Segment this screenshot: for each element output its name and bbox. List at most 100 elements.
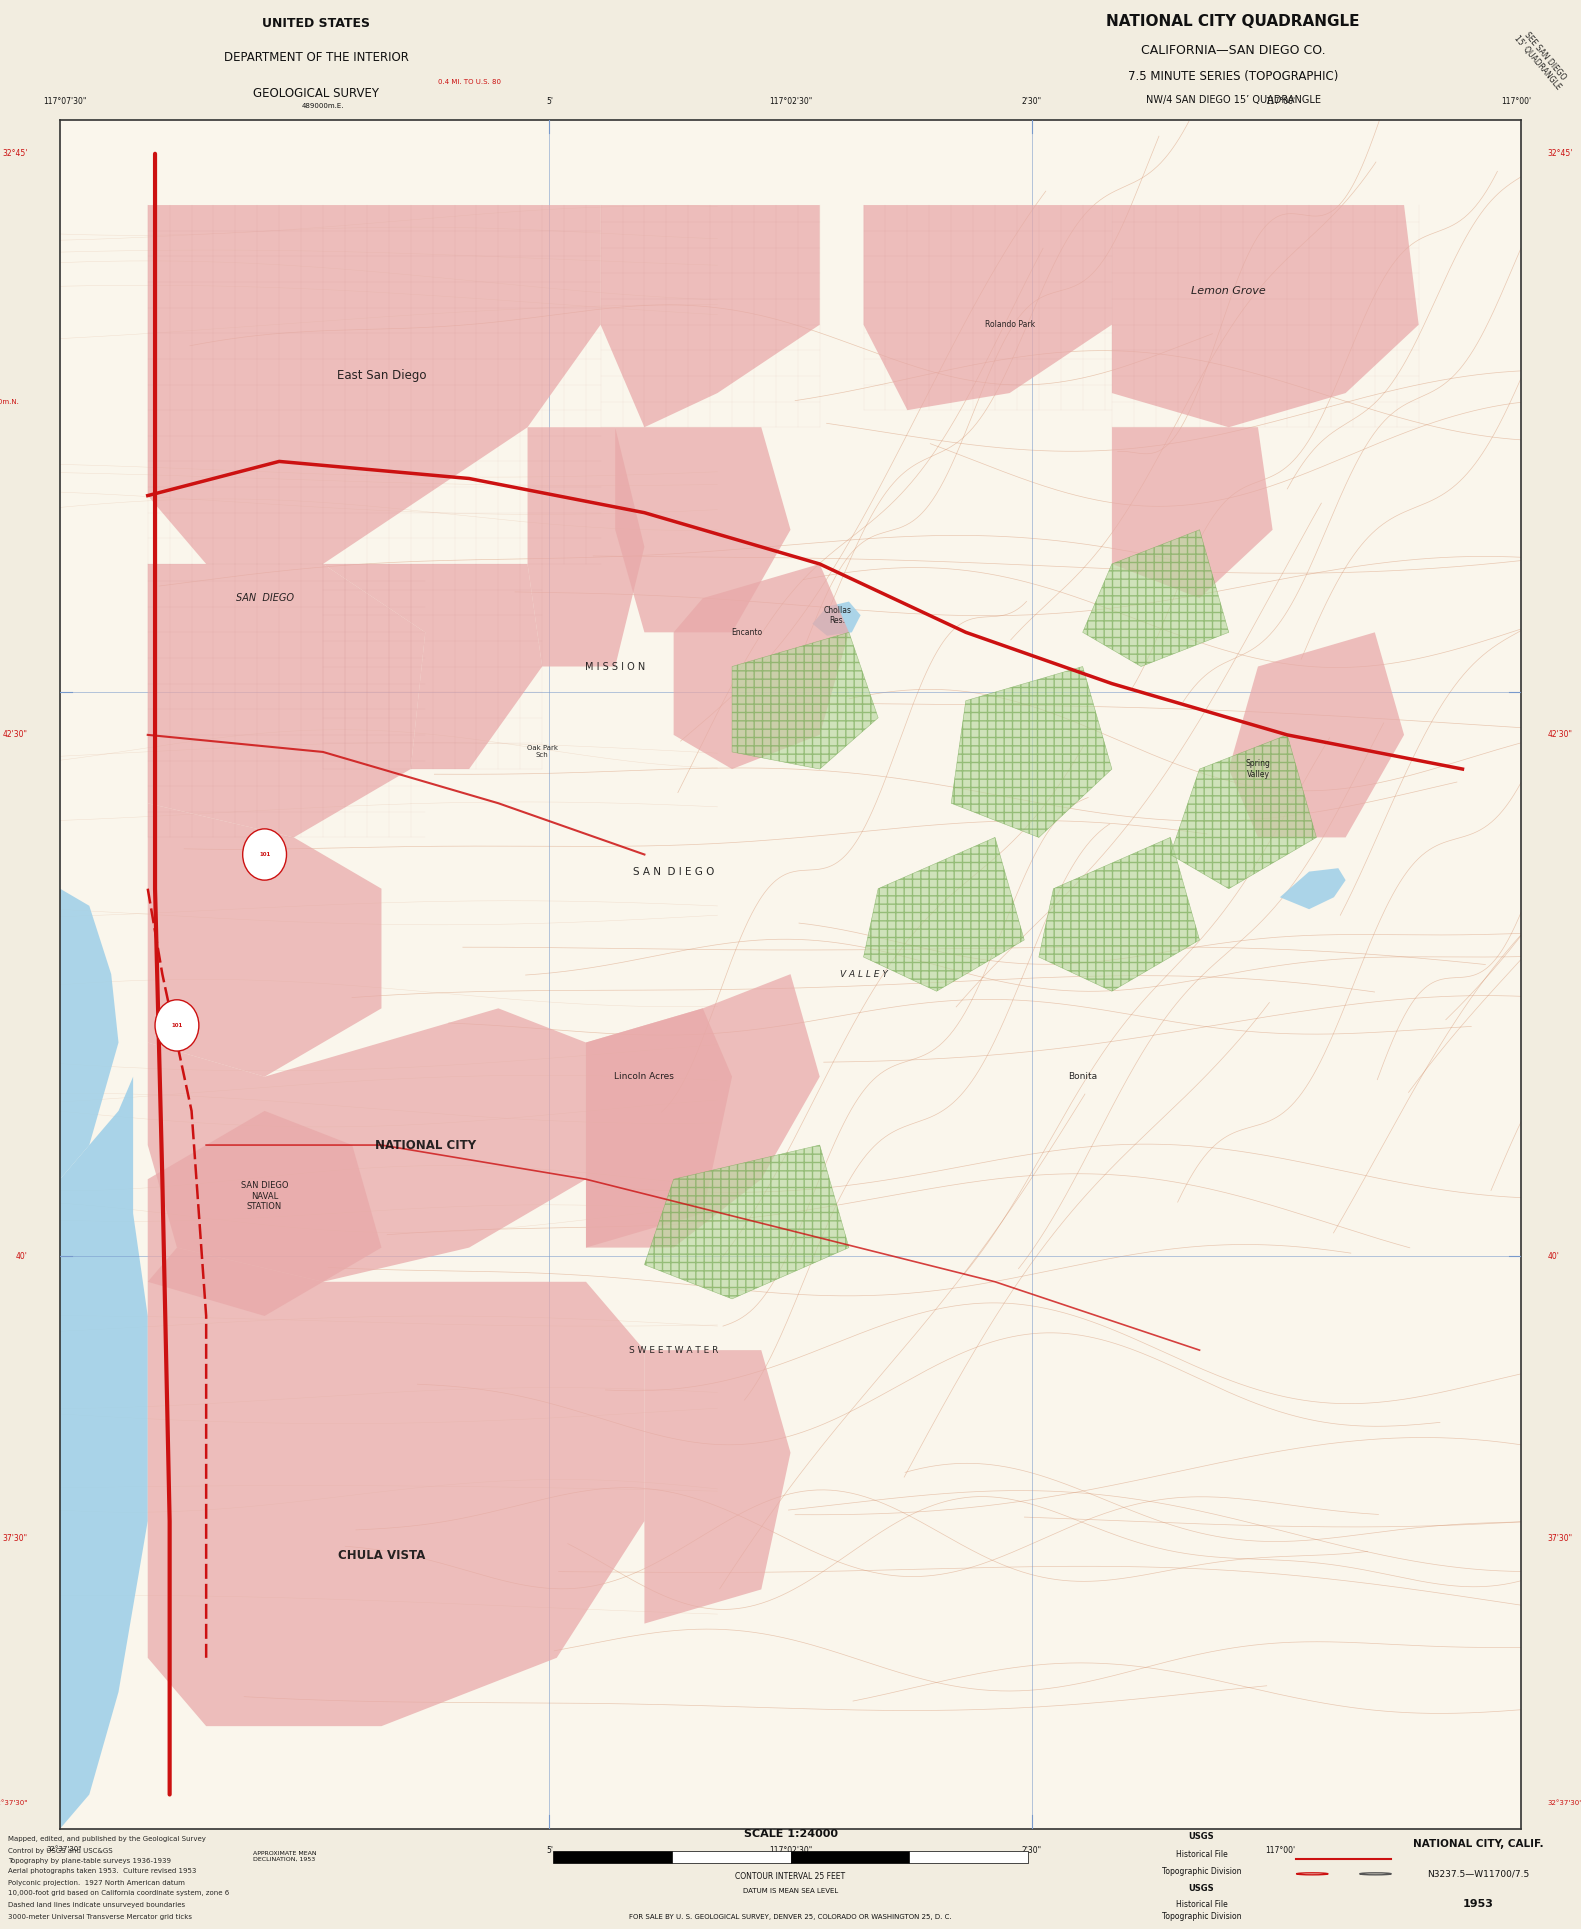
Text: V A L L E Y: V A L L E Y bbox=[840, 970, 887, 978]
Text: NW/4 SAN DIEGO 15’ QUADRANGLE: NW/4 SAN DIEGO 15’ QUADRANGLE bbox=[1146, 95, 1320, 106]
Text: 2'30": 2'30" bbox=[1021, 96, 1042, 106]
Text: Mapped, edited, and published by the Geological Survey: Mapped, edited, and published by the Geo… bbox=[8, 1836, 206, 1842]
Text: NATIONAL CITY, CALIF.: NATIONAL CITY, CALIF. bbox=[1413, 1838, 1543, 1848]
Text: 3623000m.N.: 3623000m.N. bbox=[0, 399, 19, 405]
Text: 2'30": 2'30" bbox=[1021, 1846, 1042, 1856]
Text: Historical File: Historical File bbox=[1176, 1850, 1227, 1860]
Polygon shape bbox=[147, 1009, 587, 1281]
Text: 117°07'30": 117°07'30" bbox=[43, 96, 85, 106]
Text: Bonita: Bonita bbox=[1069, 1073, 1097, 1080]
Polygon shape bbox=[645, 1146, 849, 1298]
Polygon shape bbox=[674, 563, 849, 770]
Circle shape bbox=[155, 999, 199, 1051]
Text: East San Diego: East San Diego bbox=[337, 370, 427, 382]
Polygon shape bbox=[863, 837, 1024, 992]
Text: 42'30": 42'30" bbox=[1548, 731, 1572, 739]
Text: Control by USGS and USC&GS: Control by USGS and USC&GS bbox=[8, 1848, 112, 1854]
Text: 40': 40' bbox=[16, 1252, 28, 1262]
Text: 32°37'30": 32°37'30" bbox=[47, 1846, 82, 1852]
Text: NATIONAL CITY QUADRANGLE: NATIONAL CITY QUADRANGLE bbox=[1107, 14, 1360, 29]
Text: 7.5 MINUTE SERIES (TOPOGRAPHIC): 7.5 MINUTE SERIES (TOPOGRAPHIC) bbox=[1127, 69, 1339, 83]
Text: 5': 5' bbox=[545, 1846, 553, 1856]
Polygon shape bbox=[863, 204, 1111, 411]
Text: S A N  D I E G O: S A N D I E G O bbox=[632, 866, 715, 876]
Text: FOR SALE BY U. S. GEOLOGICAL SURVEY, DENVER 25, COLORADO OR WASHINGTON 25, D. C.: FOR SALE BY U. S. GEOLOGICAL SURVEY, DEN… bbox=[629, 1914, 952, 1919]
Text: Topographic Division: Topographic Division bbox=[1162, 1867, 1241, 1875]
Text: USGS: USGS bbox=[1189, 1885, 1214, 1892]
Text: 40': 40' bbox=[1548, 1252, 1559, 1262]
Text: APPROXIMATE MEAN
DECLINATION, 1953: APPROXIMATE MEAN DECLINATION, 1953 bbox=[253, 1852, 316, 1861]
Text: Historical File: Historical File bbox=[1176, 1900, 1227, 1910]
Polygon shape bbox=[1039, 837, 1200, 992]
Text: Encanto: Encanto bbox=[730, 627, 762, 637]
Polygon shape bbox=[147, 1111, 381, 1316]
Text: 117°00': 117°00' bbox=[1502, 96, 1532, 106]
Polygon shape bbox=[645, 1350, 790, 1624]
Text: 32°37'30": 32°37'30" bbox=[1548, 1800, 1581, 1806]
Text: 489000m.E.: 489000m.E. bbox=[302, 104, 345, 110]
Text: 117°00': 117°00' bbox=[1265, 96, 1295, 106]
Text: SEE SAN DIEGO
15' QUADRANGLE: SEE SAN DIEGO 15' QUADRANGLE bbox=[1513, 27, 1570, 93]
Polygon shape bbox=[813, 602, 860, 637]
Polygon shape bbox=[1111, 426, 1273, 598]
Text: 117°00': 117°00' bbox=[1265, 1846, 1295, 1856]
Text: Polyconic projection.  1927 North American datum: Polyconic projection. 1927 North America… bbox=[8, 1881, 185, 1887]
Polygon shape bbox=[147, 204, 601, 563]
Polygon shape bbox=[952, 667, 1111, 837]
Text: 37'30": 37'30" bbox=[3, 1534, 28, 1543]
Text: 0.4 MI. TO U.S. 80: 0.4 MI. TO U.S. 80 bbox=[438, 79, 501, 85]
Polygon shape bbox=[147, 1248, 645, 1726]
Polygon shape bbox=[1083, 530, 1228, 667]
Text: Rolando Park: Rolando Park bbox=[985, 320, 1034, 330]
Polygon shape bbox=[615, 426, 790, 633]
Text: Aerial photographs taken 1953.  Culture revised 1953: Aerial photographs taken 1953. Culture r… bbox=[8, 1867, 196, 1873]
Text: 101: 101 bbox=[259, 853, 270, 856]
Text: UNITED STATES: UNITED STATES bbox=[262, 17, 370, 31]
Text: Oak Park
Sch: Oak Park Sch bbox=[526, 745, 558, 758]
Text: 32°45': 32°45' bbox=[3, 149, 28, 158]
Text: DEPARTMENT OF THE INTERIOR: DEPARTMENT OF THE INTERIOR bbox=[225, 50, 408, 64]
Text: CALIFORNIA—SAN DIEGO CO.: CALIFORNIA—SAN DIEGO CO. bbox=[1141, 44, 1325, 56]
Text: GEOLOGICAL SURVEY: GEOLOGICAL SURVEY bbox=[253, 87, 379, 100]
Text: 117°02'30": 117°02'30" bbox=[768, 96, 813, 106]
Polygon shape bbox=[587, 974, 819, 1248]
Text: 10,000-foot grid based on California coordinate system, zone 6: 10,000-foot grid based on California coo… bbox=[8, 1890, 229, 1896]
Polygon shape bbox=[147, 802, 381, 1076]
Text: 32°37'30": 32°37'30" bbox=[0, 1800, 28, 1806]
Text: Spring
Valley: Spring Valley bbox=[1246, 760, 1271, 779]
Polygon shape bbox=[60, 889, 119, 1179]
Bar bbox=[790, 1850, 909, 1863]
Bar bbox=[672, 1850, 790, 1863]
Text: CHULA VISTA: CHULA VISTA bbox=[338, 1549, 425, 1562]
Text: 1953: 1953 bbox=[1462, 1898, 1494, 1910]
Polygon shape bbox=[528, 426, 645, 667]
Text: Lemon Grove: Lemon Grove bbox=[1192, 285, 1266, 295]
Polygon shape bbox=[732, 633, 877, 770]
Polygon shape bbox=[587, 1009, 732, 1248]
Text: USGS: USGS bbox=[1189, 1833, 1214, 1840]
Text: DATUM IS MEAN SEA LEVEL: DATUM IS MEAN SEA LEVEL bbox=[743, 1888, 838, 1894]
Text: S W E E T W A T E R: S W E E T W A T E R bbox=[629, 1346, 718, 1354]
Text: 117°02'30": 117°02'30" bbox=[768, 1846, 813, 1856]
Text: NATIONAL CITY: NATIONAL CITY bbox=[375, 1138, 476, 1152]
Text: 42'30": 42'30" bbox=[3, 731, 28, 739]
Text: N3237.5—W11700/7.5: N3237.5—W11700/7.5 bbox=[1428, 1869, 1529, 1879]
Text: SAN DIEGO
NAVAL
STATION: SAN DIEGO NAVAL STATION bbox=[240, 1181, 288, 1211]
Text: 32°45': 32°45' bbox=[1548, 149, 1573, 158]
Text: SAN  DIEGO: SAN DIEGO bbox=[236, 592, 294, 604]
Text: SCALE 1:24000: SCALE 1:24000 bbox=[743, 1829, 838, 1838]
Bar bbox=[553, 1850, 672, 1863]
Text: Dashed land lines indicate unsurveyed boundaries: Dashed land lines indicate unsurveyed bo… bbox=[8, 1902, 185, 1908]
Polygon shape bbox=[1281, 868, 1345, 909]
Polygon shape bbox=[601, 204, 819, 426]
Polygon shape bbox=[1228, 633, 1404, 837]
Text: 3000-meter Universal Transverse Mercator grid ticks: 3000-meter Universal Transverse Mercator… bbox=[8, 1914, 191, 1919]
Text: CONTOUR INTERVAL 25 FEET: CONTOUR INTERVAL 25 FEET bbox=[735, 1873, 846, 1881]
Text: Chollas
Res.: Chollas Res. bbox=[824, 606, 851, 625]
Text: M I S S I O N: M I S S I O N bbox=[585, 662, 645, 671]
Text: 5': 5' bbox=[545, 96, 553, 106]
Text: Topographic Division: Topographic Division bbox=[1162, 1912, 1241, 1921]
Text: 101: 101 bbox=[171, 1022, 182, 1028]
Polygon shape bbox=[1111, 204, 1418, 426]
Text: Topography by plane-table surveys 1936-1939: Topography by plane-table surveys 1936-1… bbox=[8, 1858, 171, 1863]
